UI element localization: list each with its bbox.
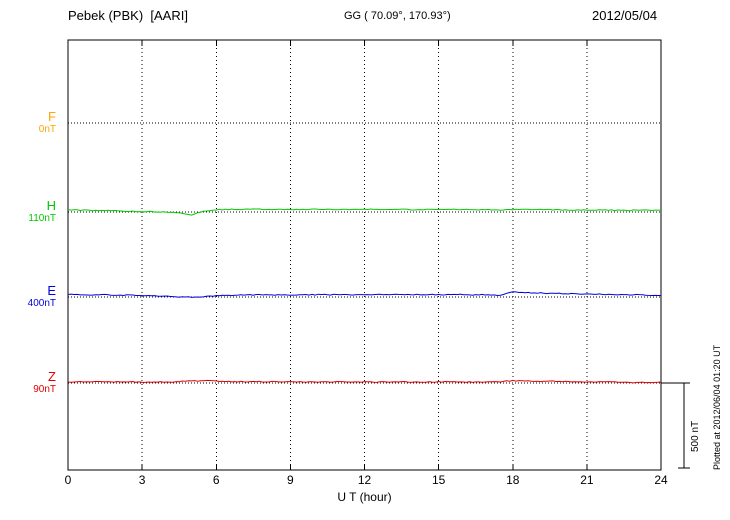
series-label-H: H 110nT bbox=[0, 199, 56, 225]
series-name-label: H bbox=[46, 198, 56, 213]
x-tick-label: 0 bbox=[64, 473, 72, 487]
station-title: Pebek (PBK) [AARI] bbox=[68, 8, 188, 23]
series-baseline-value-label: 400nT bbox=[27, 298, 56, 309]
x-axis-title: U T (hour) bbox=[337, 490, 392, 504]
series-name-label: Z bbox=[48, 369, 56, 384]
x-tick-label: 24 bbox=[654, 473, 668, 487]
x-tick-label: 6 bbox=[212, 473, 220, 487]
series-label-E: E 400nT bbox=[0, 284, 56, 310]
x-tick-label: 18 bbox=[506, 473, 520, 487]
series-label-F: F 0nT bbox=[0, 110, 56, 136]
series-name-label: E bbox=[47, 283, 56, 298]
trace-H bbox=[67, 208, 662, 216]
series-name-label: F bbox=[48, 109, 56, 124]
trace-E bbox=[67, 291, 661, 298]
x-tick-label: 3 bbox=[138, 473, 146, 487]
series-baseline-value-label: 90nT bbox=[33, 384, 56, 395]
series-baseline-value-label: 0nT bbox=[38, 124, 56, 135]
geographic-coordinates: GG ( 70.09°, 170.93°) bbox=[344, 10, 451, 22]
x-tick-label: 15 bbox=[431, 473, 446, 487]
series-baseline-value-label: 110nT bbox=[28, 213, 56, 224]
trace-Z bbox=[67, 379, 662, 384]
x-tick-label: 9 bbox=[287, 473, 294, 487]
x-tick-label: 21 bbox=[580, 473, 594, 487]
plotted-timestamp-note: Plotted at 2012/06/04 01:20 UT bbox=[712, 344, 722, 470]
x-tick-label: 12 bbox=[357, 473, 372, 487]
plot-date: 2012/05/04 bbox=[592, 8, 658, 23]
scale-bar-label: 500 nT bbox=[690, 420, 701, 452]
series-label-Z: Z 90nT bbox=[0, 370, 56, 396]
